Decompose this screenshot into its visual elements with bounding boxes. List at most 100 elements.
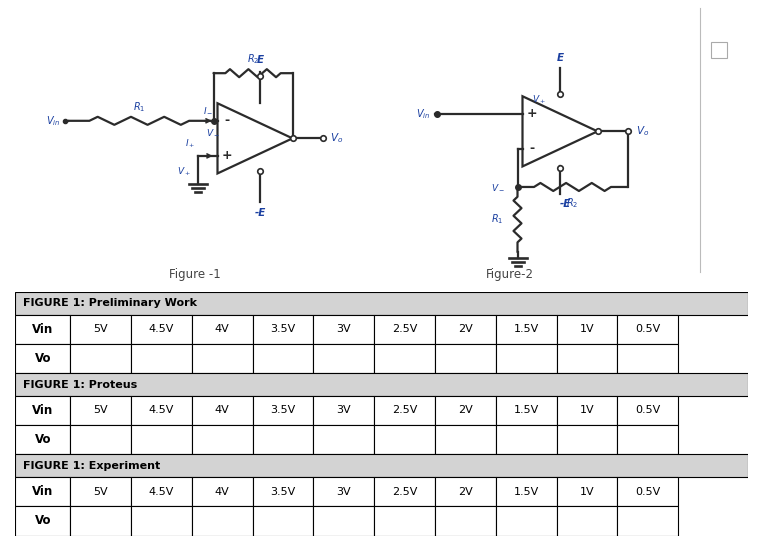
Text: 2V: 2V: [458, 325, 473, 334]
Text: 1.5V: 1.5V: [513, 406, 539, 415]
Text: 2.5V: 2.5V: [392, 406, 417, 415]
Bar: [253, 344, 314, 373]
Text: Vo: Vo: [34, 433, 51, 446]
Bar: [314, 344, 374, 373]
Text: -: -: [224, 114, 229, 127]
Bar: [253, 315, 314, 344]
Text: Vo: Vo: [34, 514, 51, 527]
Bar: [131, 315, 192, 344]
Text: 2.5V: 2.5V: [392, 487, 417, 497]
Bar: [374, 506, 435, 536]
Bar: [556, 344, 617, 373]
Bar: [435, 477, 496, 506]
Bar: [496, 477, 556, 506]
Text: 3.5V: 3.5V: [270, 487, 295, 497]
Text: 4.5V: 4.5V: [149, 406, 174, 415]
Text: $V_{in}$: $V_{in}$: [416, 107, 430, 121]
Bar: [70, 344, 131, 373]
Text: $V_-$: $V_-$: [491, 182, 506, 192]
Text: 4.5V: 4.5V: [149, 325, 174, 334]
Text: $I_-$: $I_-$: [203, 105, 214, 115]
Bar: [496, 506, 556, 536]
Text: 0.5V: 0.5V: [635, 487, 661, 497]
Bar: [435, 396, 496, 425]
Text: 3V: 3V: [336, 406, 351, 415]
Text: 4V: 4V: [215, 487, 230, 497]
Text: E: E: [256, 55, 263, 65]
Bar: [314, 396, 374, 425]
Text: +: +: [526, 107, 537, 120]
Text: FIGURE 1: Experiment: FIGURE 1: Experiment: [23, 461, 159, 471]
Bar: [374, 477, 435, 506]
Text: $R_1$: $R_1$: [133, 100, 146, 114]
Text: $V_o$: $V_o$: [636, 124, 649, 138]
Bar: [435, 315, 496, 344]
Text: $V_+$: $V_+$: [533, 93, 546, 106]
Bar: [192, 425, 253, 454]
Bar: [374, 344, 435, 373]
Bar: [192, 344, 253, 373]
Text: +: +: [221, 149, 232, 162]
Text: $V_{in}$: $V_{in}$: [46, 114, 60, 128]
Text: 0.5V: 0.5V: [635, 325, 661, 334]
Bar: [556, 506, 617, 536]
Bar: [617, 344, 678, 373]
Text: $V_+$: $V_+$: [176, 166, 191, 179]
Bar: [15, 454, 748, 477]
Text: 1.5V: 1.5V: [513, 325, 539, 334]
Bar: [556, 315, 617, 344]
Bar: [617, 506, 678, 536]
Bar: [314, 315, 374, 344]
Bar: [435, 506, 496, 536]
Bar: [70, 315, 131, 344]
Bar: [374, 315, 435, 344]
Bar: [314, 425, 374, 454]
Bar: [15, 315, 70, 344]
Bar: [15, 292, 748, 315]
Text: $V_-$: $V_-$: [207, 127, 221, 137]
Text: 3.5V: 3.5V: [270, 325, 295, 334]
Bar: [496, 344, 556, 373]
Bar: [617, 315, 678, 344]
Text: $R_1$: $R_1$: [491, 213, 504, 227]
Text: 3V: 3V: [336, 325, 351, 334]
Text: 3.5V: 3.5V: [270, 406, 295, 415]
Bar: [617, 477, 678, 506]
Bar: [15, 477, 70, 506]
Bar: [617, 396, 678, 425]
Bar: [556, 396, 617, 425]
Text: 5V: 5V: [93, 325, 108, 334]
Bar: [70, 506, 131, 536]
Text: 5V: 5V: [93, 406, 108, 415]
Bar: [253, 425, 314, 454]
Text: 2V: 2V: [458, 487, 473, 497]
Text: 1V: 1V: [580, 406, 594, 415]
Bar: [131, 396, 192, 425]
Bar: [374, 396, 435, 425]
Text: 2V: 2V: [458, 406, 473, 415]
Bar: [314, 506, 374, 536]
Text: $R_2$: $R_2$: [566, 196, 578, 210]
Text: $I_+$: $I_+$: [185, 137, 195, 150]
Text: Figure-2: Figure-2: [486, 268, 534, 281]
Bar: [15, 506, 70, 536]
Bar: [70, 477, 131, 506]
Bar: [70, 396, 131, 425]
Text: 4V: 4V: [215, 325, 230, 334]
Text: FIGURE 1: Proteus: FIGURE 1: Proteus: [23, 380, 137, 390]
Bar: [253, 506, 314, 536]
Text: Vin: Vin: [32, 323, 53, 336]
Text: -E: -E: [254, 208, 266, 217]
Text: 1.5V: 1.5V: [513, 487, 539, 497]
Text: $R_2$: $R_2$: [247, 52, 259, 66]
Text: 1V: 1V: [580, 325, 594, 334]
Bar: [15, 425, 70, 454]
Bar: [314, 477, 374, 506]
Text: FIGURE 1: Preliminary Work: FIGURE 1: Preliminary Work: [23, 299, 197, 308]
Text: 4.5V: 4.5V: [149, 487, 174, 497]
Bar: [131, 477, 192, 506]
Bar: [131, 344, 192, 373]
Text: $V_o$: $V_o$: [330, 131, 343, 145]
Text: 3V: 3V: [336, 487, 351, 497]
Bar: [374, 425, 435, 454]
